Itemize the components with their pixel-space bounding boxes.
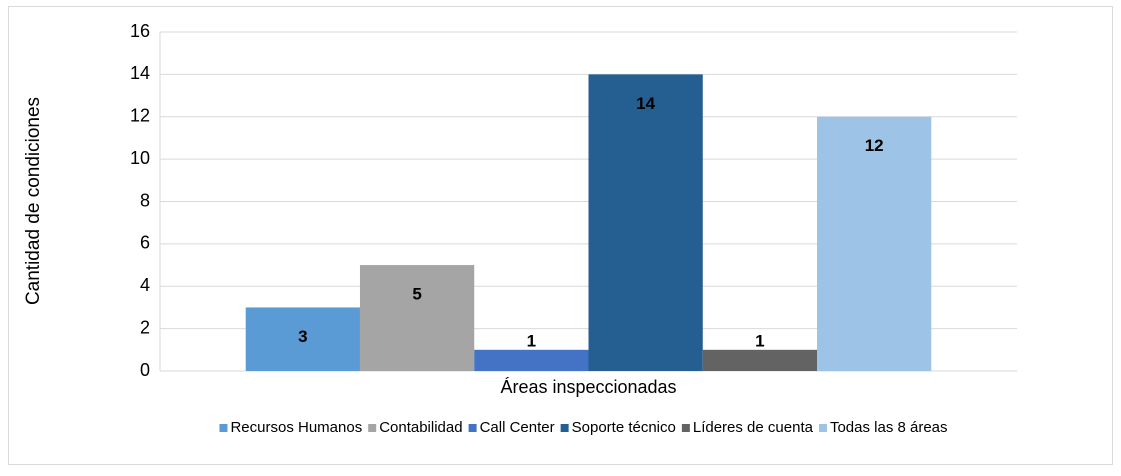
y-tick-label: 12 bbox=[130, 106, 150, 126]
x-tick-label: Áreas inspeccionadas bbox=[500, 377, 676, 397]
y-tick-label: 14 bbox=[130, 63, 150, 83]
data-label: 1 bbox=[755, 331, 764, 350]
y-axis-title: Cantidad de condiciones bbox=[23, 97, 44, 305]
y-tick-label: 16 bbox=[130, 21, 150, 41]
legend-label: Call Center bbox=[480, 419, 555, 436]
y-tick-label: 0 bbox=[140, 360, 150, 380]
data-label: 14 bbox=[636, 94, 655, 113]
legend-label: Todas las 8 áreas bbox=[830, 419, 948, 436]
legend-swatch bbox=[468, 424, 477, 432]
bar bbox=[817, 116, 932, 371]
legend-swatch bbox=[818, 424, 827, 432]
bar bbox=[245, 307, 360, 371]
legend-swatch bbox=[560, 424, 569, 432]
legend-label: Soporte técnico bbox=[572, 419, 676, 436]
data-label: 3 bbox=[298, 327, 307, 346]
legend-label: Contabilidad bbox=[379, 419, 462, 436]
y-tick-label: 6 bbox=[140, 233, 150, 253]
bar bbox=[474, 349, 589, 371]
y-tick-label: 10 bbox=[130, 148, 150, 168]
data-label: 1 bbox=[527, 331, 536, 350]
legend-swatch bbox=[368, 424, 377, 432]
bar bbox=[588, 74, 703, 371]
legend-label: Líderes de cuenta bbox=[693, 419, 814, 436]
data-label: 12 bbox=[865, 136, 884, 155]
legend-swatch bbox=[219, 424, 228, 432]
bar bbox=[359, 265, 475, 371]
bar bbox=[702, 349, 818, 371]
data-label: 5 bbox=[412, 285, 421, 304]
legend-swatch bbox=[681, 424, 690, 432]
y-tick-label: 4 bbox=[140, 275, 150, 295]
y-tick-label: 8 bbox=[140, 190, 150, 210]
y-tick-label: 2 bbox=[140, 317, 150, 337]
legend-label: Recursos Humanos bbox=[230, 419, 362, 436]
